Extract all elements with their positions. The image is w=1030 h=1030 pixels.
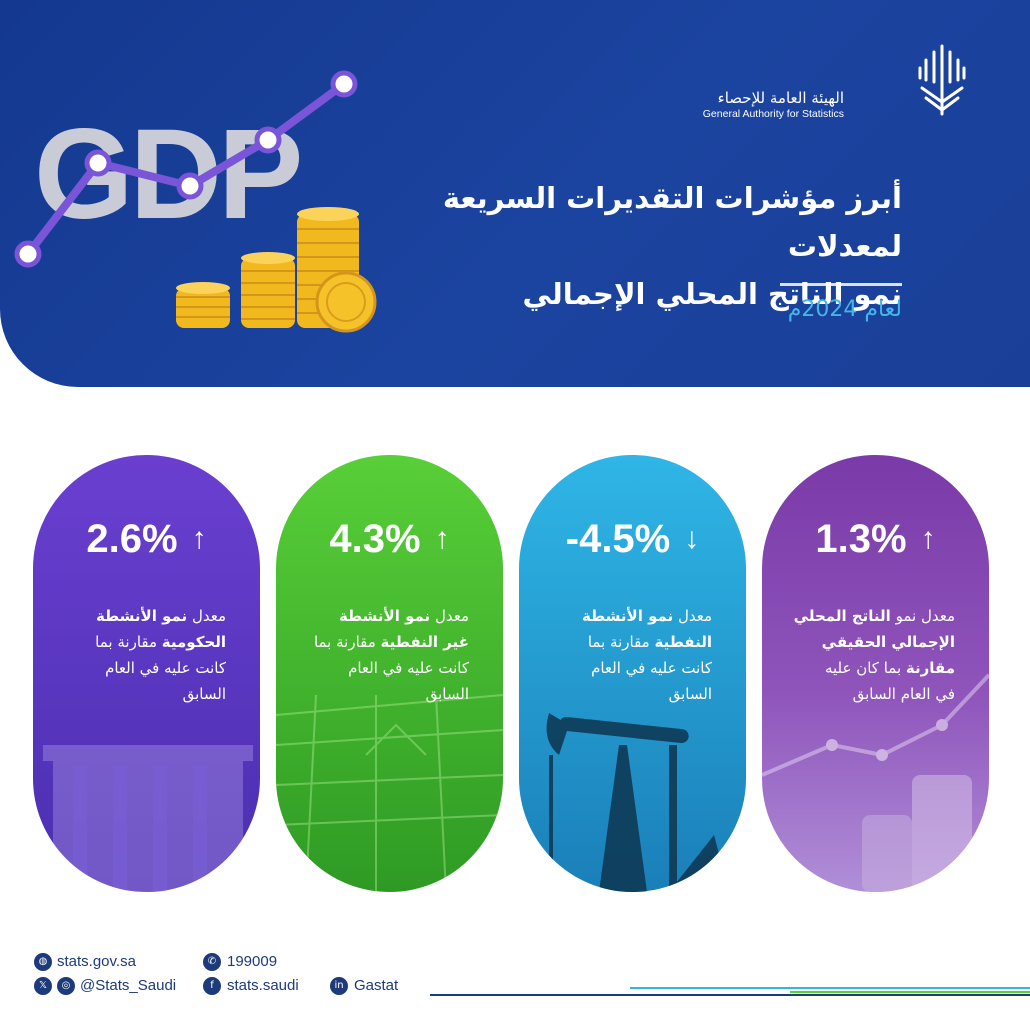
card-value: 1.3% ↑ <box>762 517 989 562</box>
desc-bold: الحكومية <box>161 633 226 651</box>
linkedin-link[interactable]: Gastat <box>354 977 399 994</box>
value-text: 4.3% <box>329 517 421 561</box>
card-description: معدل نمو الأنشطة الحكومية مقارنة بما كان… <box>56 603 226 707</box>
card-background <box>762 455 989 892</box>
card-description: معدل نمو الناتج المحلي الإجمالي الحقيقي … <box>785 603 955 707</box>
card-background <box>33 455 260 892</box>
desc-text: معدل نمو <box>890 607 955 625</box>
desc-bold: نمو الأنشطة <box>95 607 188 625</box>
website-link[interactable]: stats.gov.sa <box>57 953 136 970</box>
desc-text: معدل <box>187 607 226 625</box>
facebook-link[interactable]: stats.saudi <box>227 977 299 994</box>
desc-text: كانت عليه في العام <box>591 659 712 677</box>
gastat-logo-mark-icon <box>918 44 966 116</box>
card-background <box>276 455 503 892</box>
card-oil-activities: -4.5% ↓ معدل نمو الأنشطة النفطية مقارنة ب… <box>519 455 746 892</box>
desc-text: كانت عليه في العام <box>105 659 226 677</box>
desc-text: السابق <box>182 685 226 703</box>
oil-pump-icon <box>546 713 729 892</box>
social-handle-link[interactable]: @Stats_Saudi <box>80 977 177 994</box>
linkedin-icon[interactable]: in <box>330 977 348 995</box>
card-description: معدل نمو الأنشطة النفطية مقارنة بما كانت… <box>542 603 712 707</box>
arrow-up-icon: ↑ <box>920 522 936 555</box>
desc-text: معدل <box>673 607 712 625</box>
logo-arabic-text: الهيئة العامة للإحصاء <box>717 89 844 107</box>
desc-bold: الناتج المحلي <box>793 607 891 625</box>
globe-icon: ◍ <box>34 953 52 971</box>
title-line-2: نمو الناتج المحلي الإجمالي <box>522 277 903 311</box>
desc-bold: نمو الأنشطة <box>338 607 431 625</box>
desc-text: في العام السابق <box>852 685 955 703</box>
header-banner: GDP <box>0 0 1030 387</box>
gdp-word: GDP <box>34 103 299 246</box>
gastat-logo: الهيئة العامة للإحصاء General Authority … <box>703 42 970 132</box>
footer-line-green <box>790 991 1030 993</box>
title-line-1: أبرز مؤشرات التقديرات السريعة لمعدلات <box>442 181 902 263</box>
desc-text: السابق <box>425 685 469 703</box>
instagram-icon[interactable]: ◎ <box>57 977 75 995</box>
footer: ◍ stats.gov.sa ✆ 199009 𝕏 ◎ @Stats_Saudi… <box>0 940 1030 1030</box>
footer-line-navy <box>430 994 1030 996</box>
trend-points <box>14 70 358 268</box>
desc-text: مقارنة بما <box>313 633 381 651</box>
value-text: 1.3% <box>815 517 907 561</box>
desc-bold: غير النفطية <box>380 633 469 651</box>
desc-bold: مقارنة <box>905 659 955 677</box>
arrow-up-icon: ↑ <box>434 522 450 555</box>
logo-english-text: General Authority for Statistics <box>702 108 844 120</box>
arrow-down-icon: ↓ <box>684 522 700 555</box>
desc-text: معدل <box>430 607 469 625</box>
coins-illustration <box>176 207 377 333</box>
card-real-gdp: 1.3% ↑ معدل نمو الناتج المحلي الإجمالي ال… <box>762 455 989 892</box>
desc-text: مقارنة بما <box>587 633 655 651</box>
desc-bold: الإجمالي الحقيقي <box>821 633 955 651</box>
arrow-up-icon: ↑ <box>191 522 207 555</box>
phone-number[interactable]: 199009 <box>227 953 278 970</box>
desc-bold: النفطية <box>654 633 712 651</box>
desc-text: كانت عليه في العام <box>348 659 469 677</box>
desc-text: مقارنة بما <box>95 633 162 651</box>
card-government-activities: 2.6% ↑ معدل نمو الأنشطة الحكومية مقارنة ب… <box>33 455 260 892</box>
footer-line-blue <box>630 987 1030 989</box>
desc-text: بما كان عليه <box>824 659 906 677</box>
card-value: 2.6% ↑ <box>33 517 260 562</box>
growth-chart-illustration <box>762 673 989 892</box>
factory-illustration <box>276 694 503 892</box>
title-divider <box>780 283 902 286</box>
card-description: معدل نمو الأنشطة غير النفطية مقارنة بما … <box>299 603 469 707</box>
facebook-icon[interactable]: f <box>203 977 221 995</box>
page-title: أبرز مؤشرات التقديرات السريعة لمعدلات نم… <box>382 174 902 318</box>
card-value: -4.5% ↓ <box>519 517 746 562</box>
x-icon[interactable]: 𝕏 <box>34 977 52 995</box>
year-label: لعام 2024م <box>787 297 902 322</box>
card-value: 4.3% ↑ <box>276 517 503 562</box>
card-non-oil-activities: 4.3% ↑ معدل نمو الأنشطة غير النفطية مقارن… <box>276 455 503 892</box>
card-background <box>519 455 746 892</box>
value-text: -4.5% <box>565 517 671 561</box>
desc-bold: نمو الأنشطة <box>581 607 674 625</box>
phone-icon: ✆ <box>203 953 221 971</box>
desc-text: السابق <box>668 685 712 703</box>
gdp-illustration: GDP <box>14 70 377 333</box>
value-text: 2.6% <box>86 517 178 561</box>
